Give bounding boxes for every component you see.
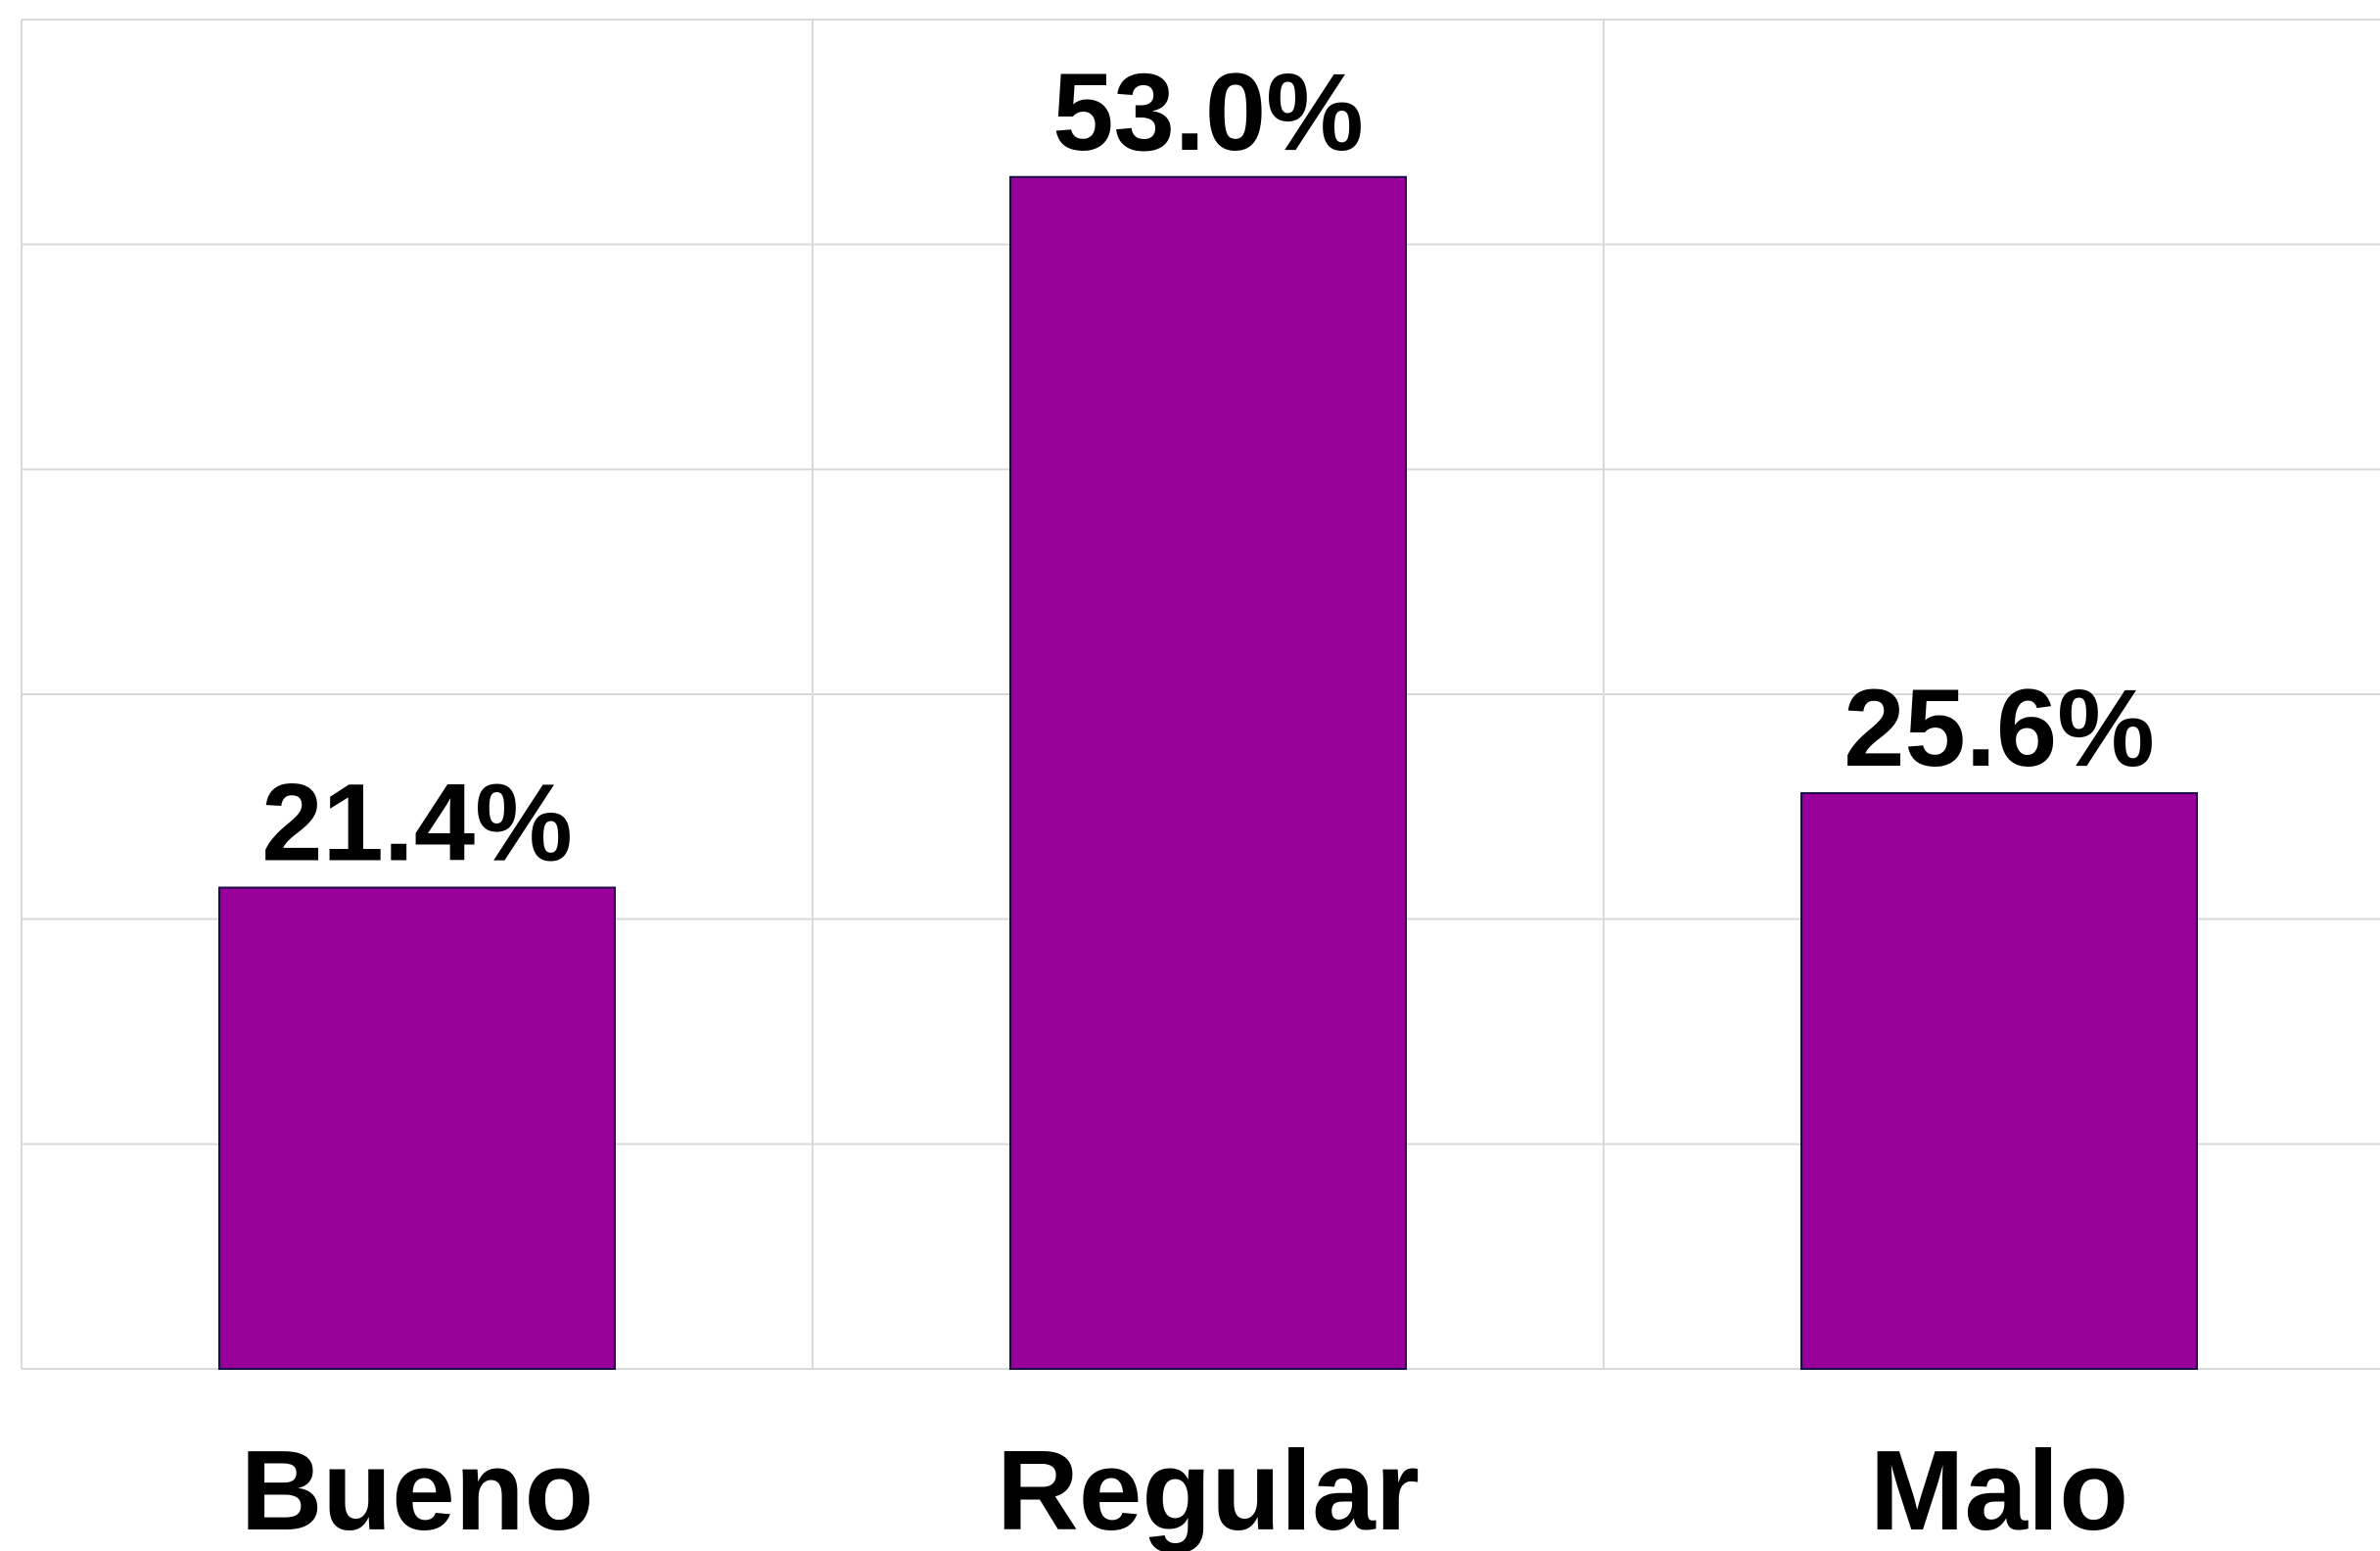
category-label-bueno: Bueno [241,1427,594,1551]
bar-regular [1009,175,1407,1370]
chart-value-labels: 21.4% 53.0% 25.6% [261,51,2155,884]
chart-bars [218,175,2198,1370]
chart-category-labels: Bueno Regular Malo [241,1427,2129,1551]
category-label-regular: Regular [997,1427,1420,1551]
data-label-regular: 53.0% [1052,51,1364,173]
bar-malo [1800,792,2198,1370]
data-label-malo: 25.6% [1843,667,2155,789]
bar-bueno [218,886,616,1370]
data-label-bueno: 21.4% [261,762,573,884]
category-label-malo: Malo [1870,1427,2128,1551]
